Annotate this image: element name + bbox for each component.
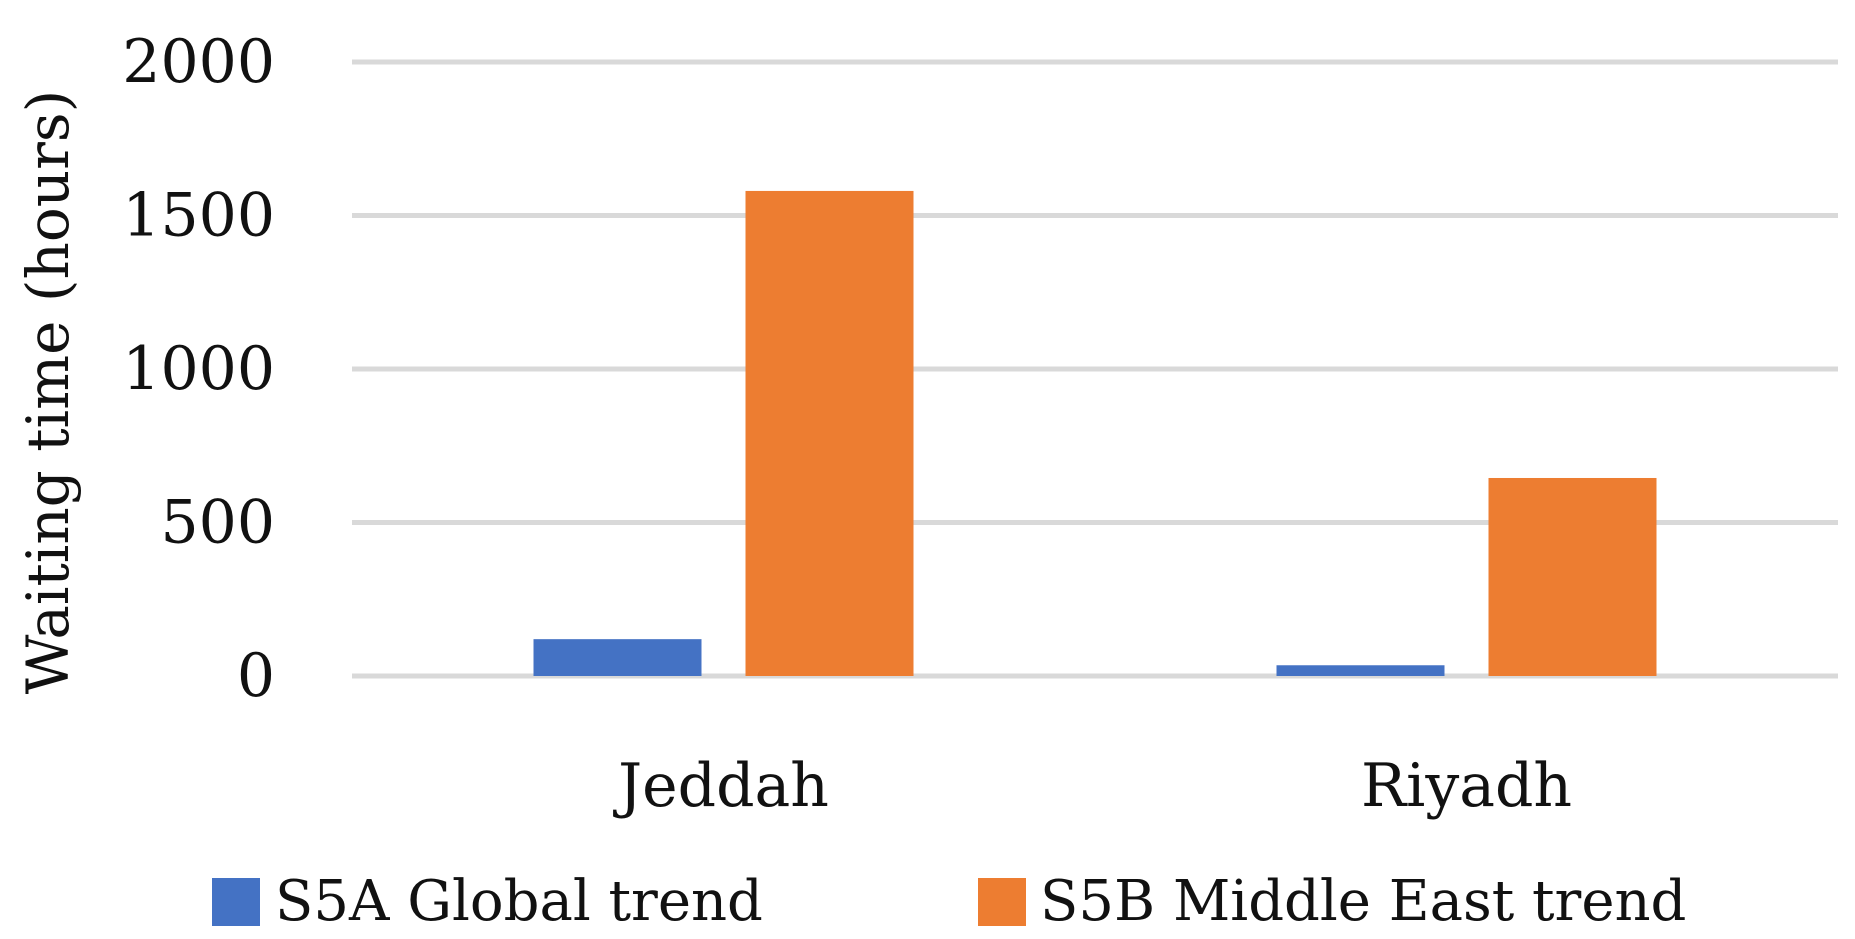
legend-swatch [212, 878, 260, 926]
legend-label: S5B Middle East trend [1040, 869, 1686, 934]
y-tick-label: 500 [160, 488, 275, 558]
y-axis-ticks: 0 500 1000 1500 2000 [122, 27, 275, 711]
bars [533, 190, 1657, 676]
legend: S5A Global trend S5B Middle East trend [212, 869, 1686, 934]
x-category-label: Jeddah [612, 751, 829, 821]
bar-riyadh-s5a [1276, 665, 1445, 676]
legend-swatch [978, 878, 1026, 926]
y-tick-label: 0 [237, 641, 275, 711]
bar-jeddah-s5a [533, 639, 702, 676]
bar-jeddah-s5b [745, 190, 914, 676]
x-category-label: Riyadh [1361, 751, 1572, 821]
y-axis-title: Waiting time (hours) [14, 90, 82, 694]
x-axis-categories: Jeddah Riyadh [612, 751, 1572, 821]
y-tick-label: 2000 [122, 27, 275, 97]
y-tick-label: 1000 [122, 334, 275, 404]
bar-riyadh-s5b [1488, 477, 1657, 676]
y-tick-label: 1500 [122, 181, 275, 251]
legend-label: S5A Global trend [275, 869, 763, 934]
